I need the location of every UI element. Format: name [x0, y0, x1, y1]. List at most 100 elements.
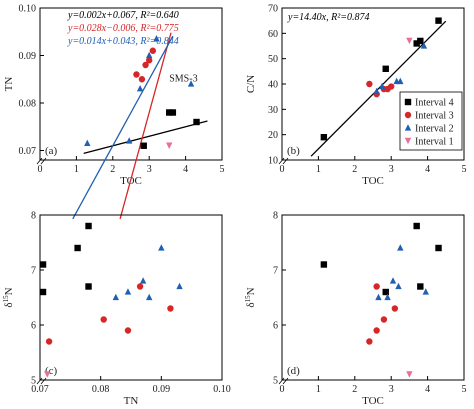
x-tick-label: 0 — [38, 164, 43, 175]
x-tick-label: 0 — [280, 164, 285, 175]
data-point — [138, 76, 146, 83]
data-point — [142, 61, 149, 69]
data-point — [420, 42, 428, 49]
y-tick-label: 5 — [31, 376, 36, 387]
x-tick-label: 2 — [110, 164, 115, 175]
data-point — [320, 134, 328, 141]
y-tick-label: 40 — [268, 80, 278, 91]
y-axis-label: δ15N — [2, 287, 15, 307]
y-tick-label: 0.09 — [19, 51, 37, 62]
data-point — [146, 293, 153, 301]
axis-break-mark — [36, 157, 47, 165]
data-point — [187, 80, 195, 87]
y-tick-label: 0.08 — [19, 99, 37, 110]
y-tick-label: 6 — [273, 321, 278, 332]
y-tick-label: 50 — [268, 54, 278, 65]
x-tick-label: 3 — [389, 164, 394, 175]
data-point — [395, 282, 402, 290]
data-point — [435, 244, 442, 252]
y-tick-label: 5 — [273, 376, 278, 387]
data-point — [133, 71, 140, 78]
y-tick-label: 30 — [268, 105, 278, 116]
data-point — [366, 80, 373, 88]
data-point — [140, 142, 147, 149]
data-point — [45, 338, 53, 345]
x-tick-label: 3 — [389, 384, 394, 395]
x-tick-label: 1 — [74, 164, 79, 175]
data-point — [136, 283, 144, 290]
x-tick-label: 5 — [462, 164, 467, 175]
data-point — [146, 57, 153, 64]
data-point — [139, 277, 147, 284]
plot-frame — [39, 214, 223, 381]
fit-equation: y=0.002x+0.067, R²=0.640 — [67, 10, 179, 21]
data-point — [44, 371, 51, 378]
fit-equation: y=0.028x−0.006, R²=0.775 — [67, 23, 179, 34]
data-point — [380, 316, 388, 323]
x-tick-label: 0.07 — [31, 384, 49, 395]
legend-marker — [404, 98, 412, 106]
data-point — [382, 288, 389, 296]
x-tick-label: 4 — [183, 164, 188, 175]
data-point — [413, 40, 420, 47]
axis-break-mark — [36, 377, 47, 385]
data-point — [391, 305, 399, 312]
data-point — [166, 109, 173, 116]
y-axis-label: TN — [3, 77, 15, 92]
x-tick-label: 0.08 — [92, 384, 110, 395]
y-tick-label: 7 — [31, 266, 36, 277]
y-tick-label: 8 — [273, 211, 278, 222]
y-tick-label: 8 — [31, 211, 36, 222]
data-point — [388, 83, 395, 90]
data-point — [176, 282, 183, 290]
y-tick-label: 60 — [268, 29, 278, 40]
data-point — [382, 65, 389, 72]
panel-b: 0 1 2 3 4 5 10 20 30 40 50 60 70 TOC C/N (b) y=14.40x, R… — [245, 4, 467, 188]
x-tick-label: 0.09 — [153, 384, 171, 395]
data-point — [124, 288, 132, 295]
data-point — [397, 244, 404, 251]
data-point — [389, 277, 397, 284]
data-point — [39, 288, 47, 296]
plot-frame — [39, 7, 223, 161]
data-point — [373, 87, 380, 95]
data-point — [373, 327, 380, 334]
y-tick-label: 7 — [273, 266, 278, 277]
x-tick-label: 5 — [220, 164, 225, 175]
x-tick-label: 3 — [147, 164, 152, 175]
y-tick-label: 6 — [31, 321, 36, 332]
legend-marker — [404, 124, 412, 131]
fit-equation: y=14.40x, R²=0.874 — [287, 12, 369, 23]
data-point — [406, 371, 413, 378]
fit-equation: y=0.014x+0.043, R²=0.844 — [67, 36, 179, 47]
data-point — [366, 338, 373, 345]
y-tick-label: 10 — [268, 156, 278, 167]
data-point — [406, 37, 413, 45]
panel-a: 0123450.070.080.090.10TOCTN(a)y=0.002x+0… — [3, 4, 225, 220]
panel-d: 0 1 2 3 4 5 5 6 7 8 TOC δ15N (d) — [244, 211, 467, 408]
y-tick-label: 70 — [268, 4, 278, 15]
data-point — [39, 261, 47, 268]
data-point — [435, 17, 442, 24]
fit-line — [83, 120, 208, 154]
data-point — [413, 222, 420, 230]
x-tick-label: 4 — [425, 384, 430, 395]
data-point — [417, 283, 424, 290]
y-tick-label: 0.07 — [19, 146, 37, 157]
data-point — [124, 327, 132, 334]
data-point — [193, 118, 200, 126]
data-point — [112, 293, 120, 301]
legend-marker — [404, 111, 412, 119]
panel-label: (d) — [287, 365, 300, 377]
x-tick-label: 5 — [462, 384, 467, 395]
axis-break-mark — [278, 377, 289, 385]
data-point — [397, 77, 404, 85]
data-point — [74, 244, 81, 252]
panel-label: (b) — [287, 145, 300, 157]
x-tick-label: 0.10 — [213, 384, 231, 395]
x-axis-label: TOC — [362, 175, 384, 187]
x-tick-label: 2 — [352, 384, 357, 395]
